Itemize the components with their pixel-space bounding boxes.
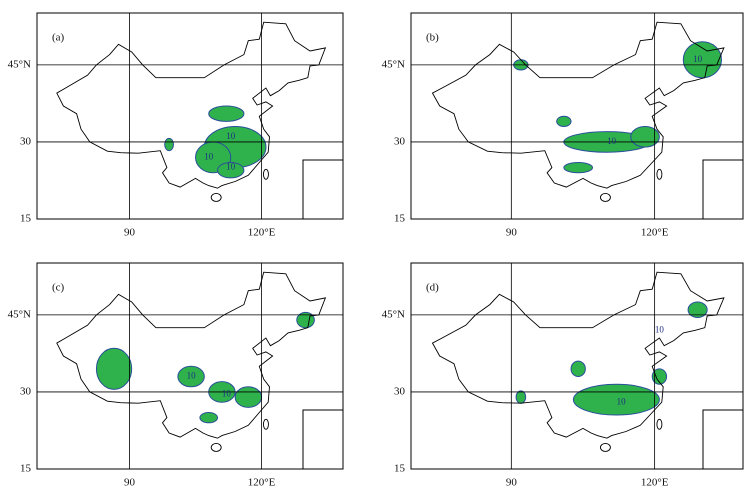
island	[656, 418, 663, 430]
precip-area	[177, 365, 205, 388]
island	[210, 192, 222, 202]
island	[262, 168, 269, 180]
y-tick-label: 45°N	[382, 58, 405, 70]
map-panel: (d) 45°N 30 15 90 120°E 10 10	[382, 262, 744, 489]
inset-box	[302, 159, 344, 220]
contour-label: 10	[655, 324, 665, 334]
x-tick-label: 120°E	[641, 477, 669, 489]
panel-frame	[410, 262, 744, 470]
contour-label: 10	[693, 54, 703, 64]
coastline	[431, 271, 725, 439]
map-panel: (a) 45°N 30 15 90 120°E 10 10 10	[8, 12, 344, 239]
x-tick-label: 90	[506, 477, 518, 489]
precip-area	[515, 390, 527, 404]
coastline	[56, 271, 327, 439]
island	[599, 192, 611, 202]
x-tick-label: 90	[506, 227, 518, 239]
map-panel: (b) 45°N 30 15 90 120°E 10 10	[382, 12, 744, 239]
precip-area	[556, 115, 572, 128]
panel-frame	[36, 262, 344, 470]
precip-area	[234, 386, 263, 408]
precip-area	[563, 161, 594, 174]
coastline	[56, 21, 327, 189]
panel-label: (d)	[426, 282, 439, 294]
precip-area	[217, 161, 245, 179]
contour-label: 10	[226, 131, 236, 141]
precip-area	[95, 347, 133, 390]
y-tick-label: 30	[394, 385, 406, 397]
map-panel: (c) 45°N 30 15 90 120°E 10 10	[8, 262, 344, 489]
y-tick-label: 30	[20, 385, 32, 397]
y-tick-label: 45°N	[382, 308, 405, 320]
island	[656, 168, 663, 180]
precip-area	[199, 411, 219, 424]
panel-label: (b)	[426, 32, 439, 44]
y-tick-label: 30	[20, 135, 32, 147]
inset-box	[302, 409, 344, 470]
x-tick-label: 90	[124, 227, 136, 239]
x-tick-label: 120°E	[248, 227, 276, 239]
contour-label: 10	[607, 136, 617, 146]
precip-area	[687, 301, 708, 318]
y-tick-label: 30	[394, 135, 406, 147]
y-tick-label: 45°N	[8, 308, 31, 320]
precip-area	[208, 105, 245, 122]
precip-area	[651, 368, 668, 385]
coastline	[431, 21, 725, 189]
panel-label: (a)	[52, 32, 65, 44]
panel-frame	[36, 12, 344, 220]
y-tick-label: 15	[394, 213, 406, 225]
x-tick-label: 90	[124, 477, 136, 489]
precip-area	[630, 126, 660, 148]
precip-area	[682, 41, 723, 79]
precip-area	[570, 360, 586, 378]
contour-label: 10	[617, 396, 627, 406]
y-tick-label: 15	[20, 463, 32, 475]
inset-box	[702, 409, 744, 470]
precip-area	[164, 137, 174, 152]
island	[210, 442, 222, 452]
contour-label: 10	[204, 151, 214, 161]
x-tick-label: 120°E	[641, 227, 669, 239]
island	[262, 418, 269, 430]
inset-box	[702, 159, 744, 220]
contour-label: 10	[222, 389, 232, 399]
x-tick-label: 120°E	[248, 477, 276, 489]
island	[599, 442, 611, 452]
contour-label: 10	[187, 371, 197, 381]
contour-label: 10	[226, 162, 236, 172]
panel-label: (c)	[52, 282, 65, 294]
y-tick-label: 45°N	[8, 58, 31, 70]
panel-frame	[410, 12, 744, 220]
y-tick-label: 15	[394, 463, 406, 475]
y-tick-label: 15	[20, 213, 32, 225]
